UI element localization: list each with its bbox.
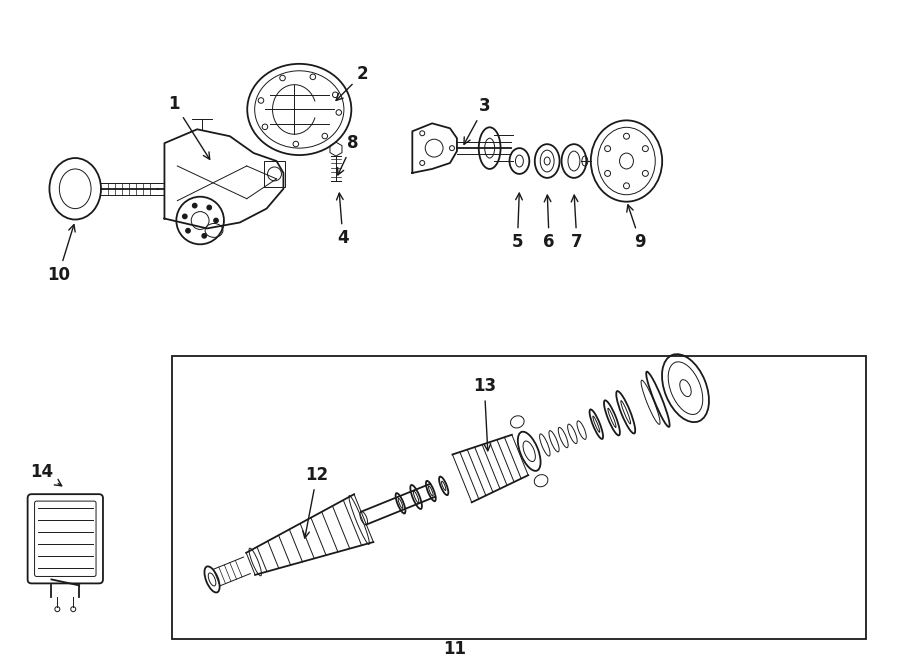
Text: 2: 2 [336,65,369,100]
Bar [264,161,285,187]
Text: 5: 5 [512,193,523,251]
Text: 3: 3 [464,97,491,144]
Circle shape [207,206,211,210]
Text: 6: 6 [544,195,555,251]
Circle shape [202,233,206,238]
Circle shape [193,204,197,208]
Circle shape [183,214,187,219]
Text: 10: 10 [47,225,75,284]
Text: 11: 11 [444,640,466,658]
Text: 12: 12 [302,466,328,538]
Text: 1: 1 [168,95,210,159]
Text: 4: 4 [337,193,348,247]
Text: 14: 14 [30,463,62,486]
Circle shape [214,218,218,223]
Bar [173,356,867,639]
Text: 7: 7 [572,195,582,251]
Text: 8: 8 [338,134,358,175]
Text: 9: 9 [626,205,646,251]
Text: 13: 13 [472,377,496,451]
Circle shape [185,229,190,233]
